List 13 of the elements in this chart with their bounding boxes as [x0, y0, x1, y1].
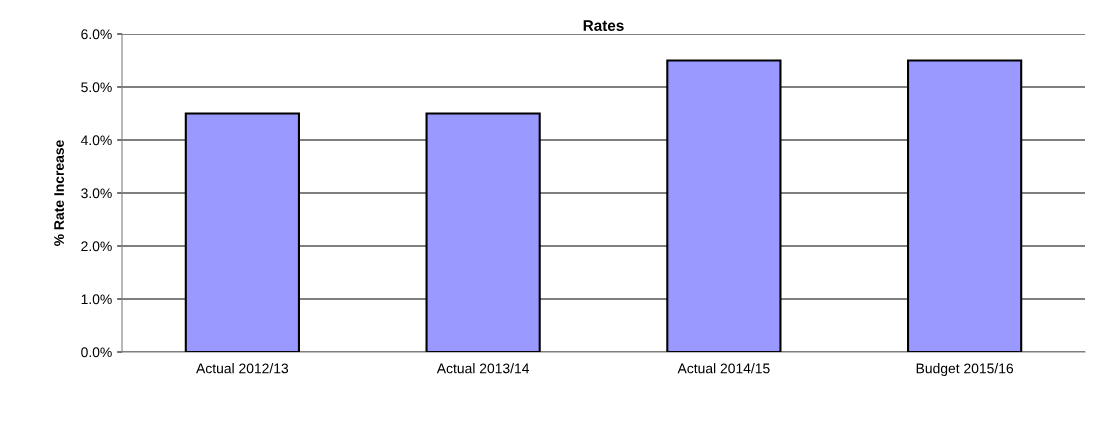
x-tick-label: Actual 2013/14: [436, 363, 530, 374]
x-tick-label: Budget 2015/16: [916, 363, 1014, 377]
y-tick-label: 3.0%: [81, 188, 112, 199]
y-tick-label: 5.0%: [81, 82, 112, 93]
y-tick-label: 1.0%: [81, 294, 112, 305]
chart-title: Rates: [583, 20, 624, 31]
x-tick-label: Actual 2014/15: [677, 363, 770, 374]
x-tick-label: Actual 2012/13: [196, 363, 289, 374]
y-tick-label: 6.0%: [81, 29, 112, 40]
y-axis-title: % Rate Increase: [54, 140, 64, 246]
y-tick-label: 4.0%: [80, 135, 112, 146]
y-tick-label: 2.0%: [81, 241, 112, 252]
y-tick-label: 0.0%: [81, 347, 112, 358]
